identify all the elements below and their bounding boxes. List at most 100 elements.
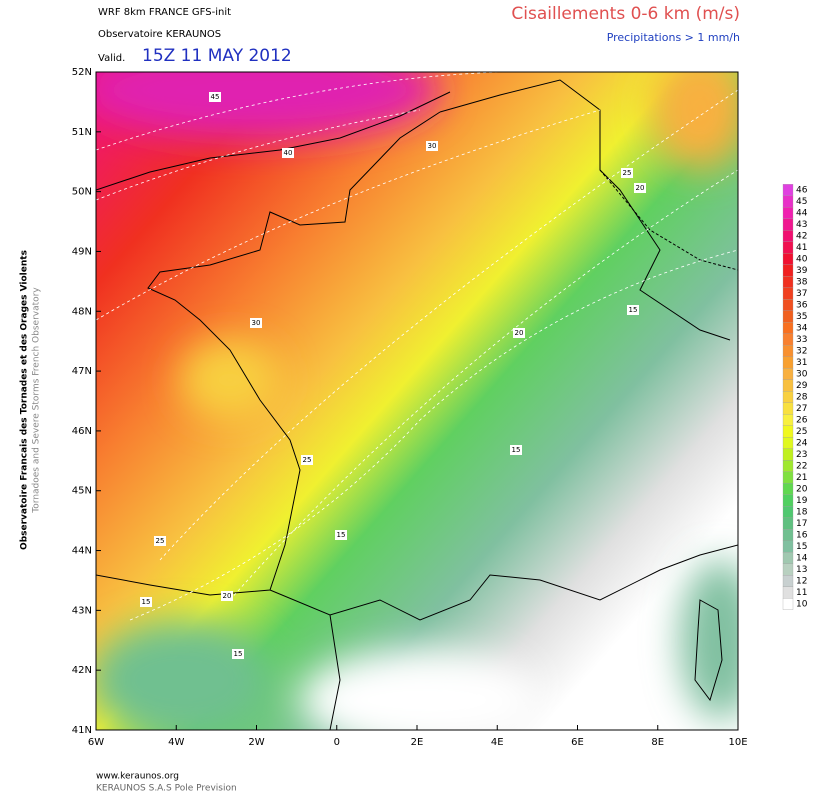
- contour-label: 25: [156, 537, 165, 545]
- contour-label: 15: [337, 531, 346, 539]
- colorbar-label: 18: [796, 508, 808, 518]
- contour-label-bg: [426, 141, 438, 151]
- lat-label: 50N: [72, 187, 92, 198]
- contour-label: 20: [636, 184, 645, 192]
- colorbar-swatch: [782, 287, 794, 300]
- colorbar-label: 32: [796, 347, 807, 357]
- map: [96, 72, 738, 730]
- colorbar-swatch: [782, 425, 794, 438]
- colorbar-swatch: [782, 230, 794, 242]
- lon-label: 10E: [728, 737, 747, 748]
- contour-label: 30: [252, 319, 261, 327]
- colorbar-swatch: [782, 253, 794, 265]
- colorbar-label: 29: [796, 381, 808, 391]
- contour-label: 30: [428, 142, 437, 150]
- contours: [96, 72, 738, 621]
- contour-label-bg: [221, 591, 233, 601]
- field-detail: [96, 72, 738, 730]
- colorbar-label: 22: [796, 462, 807, 472]
- contour-label: 45: [211, 93, 220, 101]
- colorbar-swatch: [782, 552, 794, 564]
- colorbar-label: 40: [796, 255, 808, 265]
- colorbar-swatch: [782, 540, 794, 553]
- contour-label: 15: [142, 598, 151, 606]
- colorbar-swatch: [782, 483, 794, 495]
- side-text: Observatoire Francais des Tornades et de…: [20, 250, 30, 550]
- colorbar-swatch: [782, 218, 794, 231]
- contour-label-bg: [250, 318, 262, 328]
- contour-label-bg: [209, 92, 221, 102]
- lon-label: 8E: [651, 737, 664, 748]
- colorbar-swatch: [782, 529, 794, 541]
- colorbar-label: 19: [796, 496, 808, 506]
- colorbar-swatch: [782, 414, 794, 426]
- lat-label: 51N: [72, 127, 92, 138]
- colorbar-label: 45: [796, 197, 807, 207]
- colorbar-label: 30: [796, 370, 808, 380]
- coastlines: [96, 79, 738, 730]
- colorbar-label: 11: [796, 588, 807, 598]
- org: Observatoire KERAUNOS: [98, 29, 221, 40]
- colorbar-label: 31: [796, 358, 807, 368]
- lat-label: 43N: [72, 605, 92, 616]
- lat-label: 49N: [72, 246, 92, 257]
- side-text: Tornadoes and Severe Storms French Obser…: [32, 287, 42, 514]
- colorbar-label: 34: [796, 324, 808, 334]
- contour-label-bg: [232, 649, 244, 659]
- contour-label-bg: [627, 305, 639, 315]
- colorbar-label: 10: [796, 600, 808, 610]
- colorbar-swatch: [782, 264, 794, 277]
- contour-label-bg: [282, 148, 294, 158]
- colorbar-swatch: [782, 517, 794, 530]
- colorbar-label: 26: [796, 416, 808, 426]
- colorbar-swatch: [782, 379, 794, 392]
- contour-label: 15: [629, 306, 638, 314]
- colorbar-swatch: [782, 345, 794, 357]
- colorbar-label: 20: [796, 485, 808, 495]
- colorbar-label: 16: [796, 531, 808, 541]
- contour-label-bg: [634, 183, 646, 193]
- lat-label: 44N: [72, 546, 92, 557]
- colorbar-label: 44: [796, 209, 808, 219]
- lon-label: 6W: [88, 737, 104, 748]
- colorbar-label: 12: [796, 577, 807, 587]
- contour-label-bg: [510, 445, 522, 455]
- colorbar-swatch: [782, 368, 794, 380]
- lon-label: 4W: [168, 737, 184, 748]
- colorbar-label: 13: [796, 565, 807, 575]
- contour-label: 20: [515, 329, 524, 337]
- colorbar-swatch: [782, 471, 794, 484]
- colorbar-swatch: [782, 322, 794, 334]
- colorbar-label: 24: [796, 439, 808, 449]
- contour-label: 25: [303, 456, 312, 464]
- lat-label: 46N: [72, 426, 92, 437]
- lat-label: 45N: [72, 486, 92, 497]
- valid-time: 15Z 11 MAY 2012: [142, 46, 292, 66]
- colorbar-label: 17: [796, 519, 807, 529]
- lat-label: 42N: [72, 665, 92, 676]
- contour-label: 15: [512, 446, 521, 454]
- model: WRF 8km FRANCE GFS-init: [98, 7, 231, 18]
- colorbar-swatch: [782, 575, 794, 587]
- colorbar-swatch: [782, 506, 794, 518]
- contour-label-bg: [621, 168, 633, 178]
- colorbar-label: 25: [796, 427, 807, 437]
- colorbar-label: 42: [796, 232, 807, 242]
- footer-company: KERAUNOS S.A.S Pole Prevision: [96, 784, 237, 794]
- contour-label: 15: [234, 650, 243, 658]
- colorbar-swatch: [782, 207, 794, 219]
- contour-label-bg: [140, 597, 152, 607]
- colorbar-swatch: [782, 586, 794, 599]
- colorbar-swatch: [782, 184, 794, 196]
- colorbar-label: 21: [796, 473, 807, 483]
- colorbar-label: 35: [796, 312, 807, 322]
- lon-label: 2W: [248, 737, 264, 748]
- colorbar-label: 15: [796, 542, 807, 552]
- contour-label-bg: [301, 455, 313, 465]
- colorbar-label: 37: [796, 289, 807, 299]
- contour-label: 25: [623, 169, 632, 177]
- colorbar-label: 41: [796, 243, 807, 253]
- contour-label-bg: [335, 530, 347, 540]
- lon-label: 0: [334, 737, 340, 748]
- colorbar-swatch: [782, 195, 794, 208]
